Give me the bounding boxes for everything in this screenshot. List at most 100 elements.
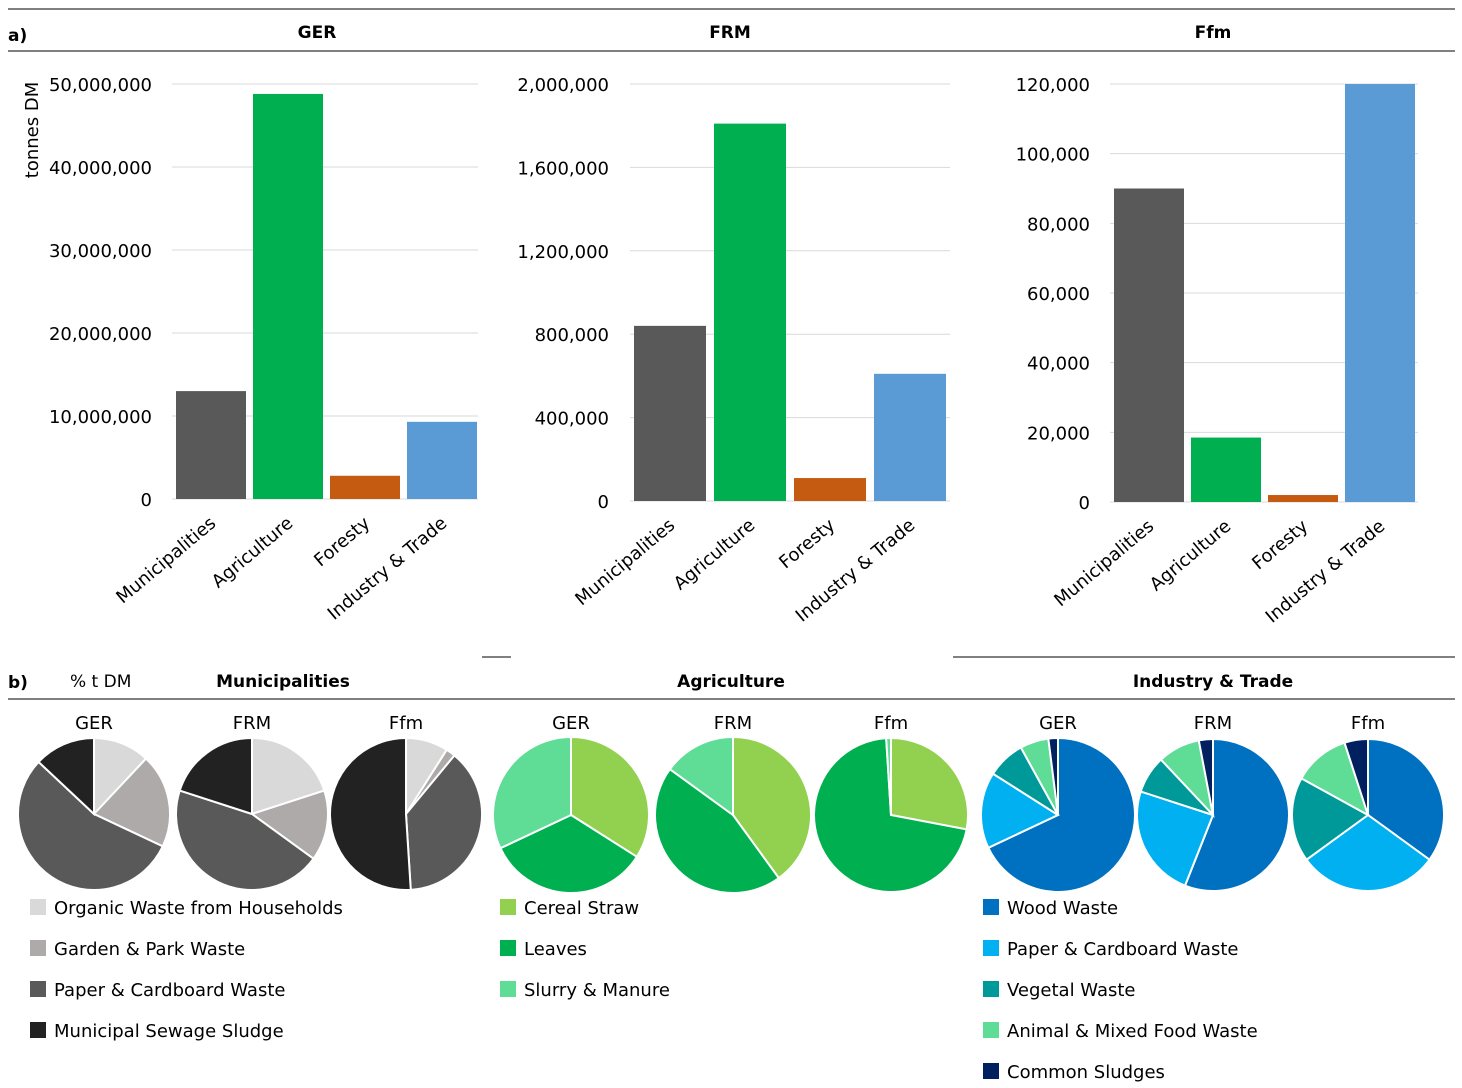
- pie-title: FRM: [1194, 713, 1232, 734]
- y-tick-label: 10,000,000: [49, 407, 152, 428]
- y-axis-label: tonnes DM: [22, 82, 43, 178]
- y-tick-label: 2,000,000: [517, 75, 609, 96]
- pie-group-title: Municipalities: [216, 672, 350, 692]
- bar-charts: GER 0 10,000,000 20,000,000 30,000,000 40,000…: [22, 23, 1418, 627]
- pie-slice-municipal-sewage-sludge: [178, 736, 253, 816]
- legend-swatch: [30, 1022, 46, 1038]
- bar-municipalities: [176, 391, 246, 499]
- pie-slice-wood-waste: [986, 736, 1136, 893]
- legend-municipalities: Organic Waste from Households Garden & Pa…: [30, 898, 343, 1042]
- pie-title: FRM: [233, 713, 271, 734]
- x-tick-label: Agriculture: [1146, 516, 1235, 596]
- bar-agriculture: [253, 93, 323, 500]
- bar-industry-and-trade: [407, 421, 477, 499]
- pie-title: Ffm: [389, 713, 423, 734]
- legend-industry-and-trade: Wood Waste Paper & Cardboard Waste Vegetal…: [983, 898, 1258, 1083]
- pie-agriculture-ffm: Ffm: [813, 713, 969, 893]
- bar-chart-ffm: Ffm 0 20,000 40,000 60,000 80,000 100,000 120,0…: [1016, 23, 1418, 627]
- bar-municipalities: [1114, 188, 1184, 502]
- legend-swatch: [983, 1063, 999, 1079]
- legend-swatch: [983, 940, 999, 956]
- bar-industry-and-trade: [1345, 84, 1415, 502]
- legend-swatch: [30, 981, 46, 997]
- legend-label: Municipal Sewage Sludge: [54, 1021, 284, 1042]
- y-tick-label: 400,000: [535, 409, 609, 430]
- x-tick-label: Agriculture: [670, 515, 759, 595]
- y-tick-label: 0: [141, 490, 152, 511]
- bar-chart-title: GER: [298, 23, 337, 43]
- y-tick-label: 120,000: [1016, 75, 1090, 96]
- pie-slice-organic-waste-from-households: [251, 736, 326, 816]
- bar-chart-frm: FRM 0 400,000 800,000 1,200,000 1,600,000 2,00…: [517, 23, 950, 626]
- pie-slice-wood-waste: [1183, 737, 1290, 892]
- pie-charts: Municipalities Agriculture Industry & Trad…: [17, 672, 1445, 894]
- pie-municipalities-ffm: Ffm: [329, 713, 483, 891]
- legend-swatch: [983, 981, 999, 997]
- pie-industry-and-trade-ger: GER: [980, 713, 1136, 893]
- pie-industry-and-trade-frm: FRM: [1136, 713, 1290, 892]
- y-tick-label: 80,000: [1027, 214, 1090, 235]
- pie-industry-and-trade-ffm: Ffm: [1291, 713, 1445, 893]
- pie-unit-label: % t DM: [70, 672, 131, 692]
- pie-slice-slurry-and-manure: [492, 735, 572, 850]
- pie-slice-common-sludges: [1343, 737, 1369, 816]
- legend-swatch: [30, 940, 46, 956]
- x-tick-label: Foresty: [310, 513, 374, 572]
- pie-slice-municipal-sewage-sludge: [37, 736, 95, 817]
- legend-label: Vegetal Waste: [1007, 980, 1136, 1001]
- x-tick-label: Foresty: [775, 515, 839, 574]
- legend-label: Cereal Straw: [524, 898, 639, 919]
- bar-agriculture: [1191, 437, 1261, 502]
- panel-b-label: b): [8, 673, 28, 693]
- legend-label: Paper & Cardboard Waste: [54, 980, 285, 1001]
- pie-municipalities-frm: FRM: [175, 713, 329, 891]
- x-tick-label: Municipalities: [112, 513, 220, 608]
- bar-foresty: [794, 478, 866, 501]
- y-tick-label: 0: [598, 492, 609, 513]
- legend-agriculture: Cereal Straw Leaves Slurry & Manure: [500, 898, 670, 1001]
- bar-foresty: [1268, 495, 1338, 502]
- y-tick-label: 1,200,000: [517, 242, 609, 263]
- pie-slice-paper-and-cardboard-waste: [17, 760, 165, 891]
- y-tick-label: 40,000,000: [49, 158, 152, 179]
- y-tick-label: 0: [1079, 493, 1090, 514]
- pie-slice-slurry-and-manure: [668, 735, 734, 817]
- pie-title: FRM: [714, 713, 752, 734]
- pie-slice-leaves: [499, 813, 639, 894]
- y-tick-label: 20,000: [1027, 423, 1090, 444]
- y-tick-label: 30,000,000: [49, 241, 152, 262]
- panel-a-label: a): [8, 26, 27, 46]
- legend-swatch: [500, 899, 516, 915]
- bar-chart-title: FRM: [709, 23, 751, 43]
- legend-label: Wood Waste: [1007, 898, 1118, 919]
- y-tick-label: 800,000: [535, 325, 609, 346]
- pie-slice-municipal-sewage-sludge: [329, 736, 412, 891]
- pie-slice-wood-waste: [1367, 737, 1445, 862]
- bar-industry-and-trade: [874, 373, 946, 501]
- pie-agriculture-ger: GER: [492, 713, 650, 894]
- pie-group-title: Industry & Trade: [1133, 672, 1293, 692]
- pie-slice-paper-and-cardboard-waste: [980, 772, 1061, 850]
- pie-slice-garden-and-park-waste: [249, 789, 329, 861]
- pie-agriculture-frm: FRM: [654, 713, 812, 894]
- pie-slice-paper-and-cardboard-waste: [175, 789, 315, 891]
- pie-title: GER: [1039, 713, 1077, 734]
- legend-label: Animal & Mixed Food Waste: [1007, 1021, 1258, 1042]
- pie-slice-paper-and-cardboard-waste: [1305, 813, 1431, 893]
- legend-label: Common Sludges: [1007, 1062, 1165, 1083]
- pie-legends: Organic Waste from Households Garden & Pa…: [30, 898, 1258, 1083]
- pie-slice-garden-and-park-waste: [92, 757, 171, 848]
- pie-slice-cereal-straw: [890, 736, 969, 831]
- pie-slice-slurry-and-manure: [885, 736, 892, 816]
- legend-swatch: [500, 940, 516, 956]
- pie-slice-paper-and-cardboard-waste: [1136, 790, 1215, 887]
- legend-label: Slurry & Manure: [524, 980, 670, 1001]
- y-tick-label: 40,000: [1027, 354, 1090, 375]
- pie-municipalities-ger: GER: [17, 713, 171, 891]
- pie-title: GER: [75, 713, 113, 734]
- pie-group-title: Agriculture: [677, 672, 785, 692]
- y-tick-label: 1,600,000: [517, 158, 609, 179]
- legend-label: Paper & Cardboard Waste: [1007, 939, 1238, 960]
- legend-swatch: [983, 1022, 999, 1038]
